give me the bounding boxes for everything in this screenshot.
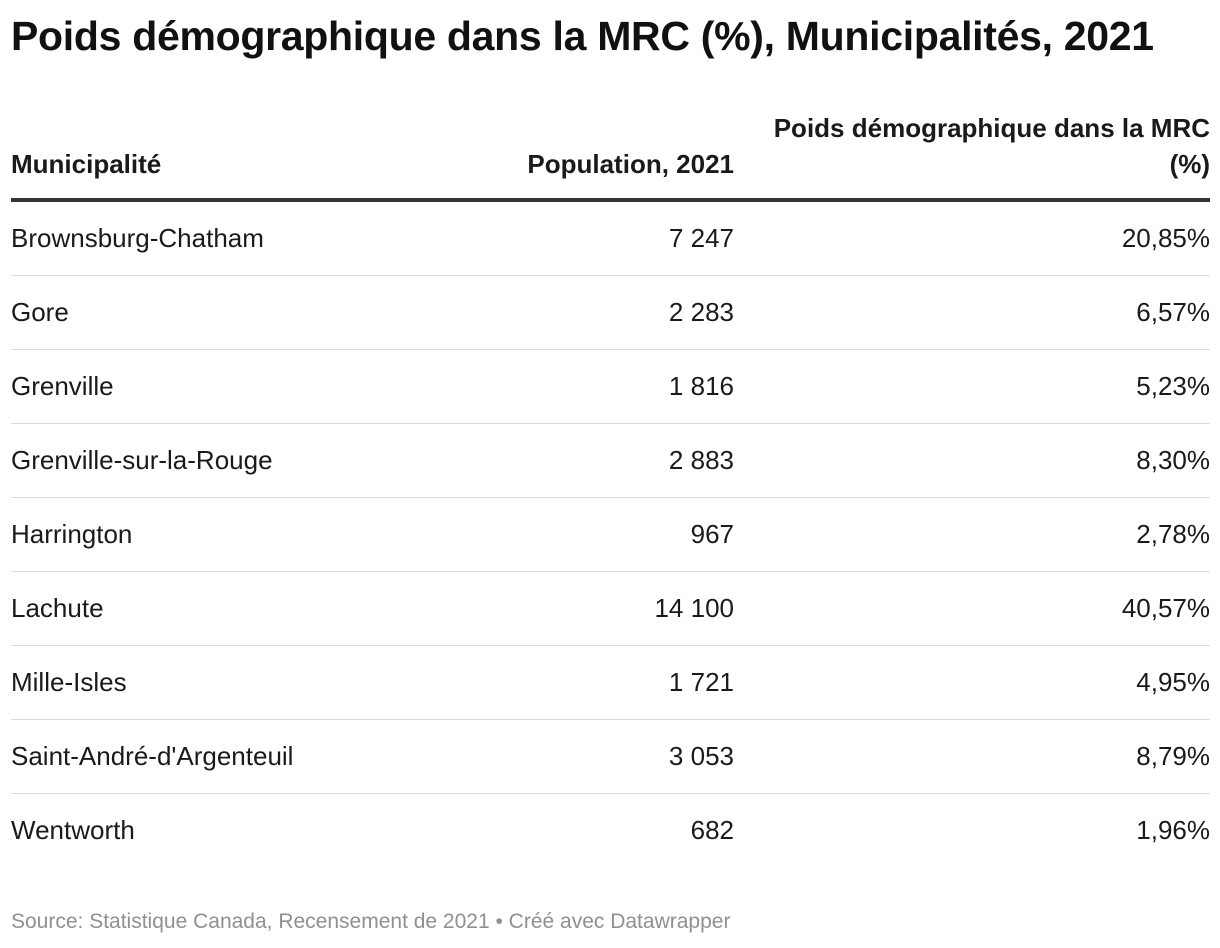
cell-population: 2 283 [391,275,734,350]
table-row: Grenville 1 816 5,23% [11,349,1210,424]
cell-population: 7 247 [391,200,734,276]
cell-weight: 20,85% [734,200,1210,276]
cell-weight: 40,57% [734,571,1210,646]
cell-weight: 4,95% [734,645,1210,720]
cell-municipality: Wentworth [11,815,135,845]
cell-municipality: Gore [11,275,391,350]
cell-weight: 8,79% [734,719,1210,794]
table-row: Harrington 967 2,78% [11,497,1210,572]
cell-weight: 2,78% [734,497,1210,572]
cell-weight: 1,96% [1136,815,1210,845]
data-table: Municipalité Population, 2021 Poids démo… [11,110,1210,867]
table-row: Grenville-sur-la-Rouge 2 883 8,30% [11,423,1210,498]
cell-municipality: Grenville [11,349,391,424]
cell-population: 682 [690,815,734,845]
table-row: Saint-André-d'Argenteuil 3 053 8,79% [11,719,1210,794]
column-header-municipality: Municipalité [11,110,391,202]
cell-weight: 6,57% [734,275,1210,350]
table-header-row: Municipalité Population, 2021 Poids démo… [11,110,1210,202]
chart-container: Poids démographique dans la MRC (%), Mun… [11,0,1210,845]
cell-population: 14 100 [391,571,734,646]
table-row: Wentworth 682 1,96% [11,794,1210,868]
cell-population: 967 [391,497,734,572]
table-row: Gore 2 283 6,57% [11,275,1210,350]
cell-municipality: Harrington [11,497,391,572]
cell-municipality: Mille-Isles [11,645,391,720]
column-header-population: Population, 2021 [391,110,734,202]
column-header-weight: Poids démographique dans la MRC (%) [734,110,1210,202]
table-row: Brownsburg-Chatham 7 247 20,85% [11,200,1210,276]
source-note: Source: Statistique Canada, Recensement … [11,910,731,933]
cell-municipality: Lachute [11,571,391,646]
cell-population: 1 721 [391,645,734,720]
chart-title: Poids démographique dans la MRC (%), Mun… [11,13,1154,59]
cell-weight: 5,23% [734,349,1210,424]
cell-municipality: Saint-André-d'Argenteuil [11,719,391,794]
table-body: Brownsburg-Chatham 7 247 20,85% Gore 2 283 6,… [11,200,1210,867]
cell-population: 1 816 [391,349,734,424]
cell-municipality: Grenville-sur-la-Rouge [11,423,391,498]
cell-weight: 8,30% [734,423,1210,498]
cell-municipality: Brownsburg-Chatham [11,200,391,276]
table-row: Lachute 14 100 40,57% [11,571,1210,646]
table-row: Mille-Isles 1 721 4,95% [11,645,1210,720]
cell-population: 3 053 [391,719,734,794]
cell-population: 2 883 [391,423,734,498]
